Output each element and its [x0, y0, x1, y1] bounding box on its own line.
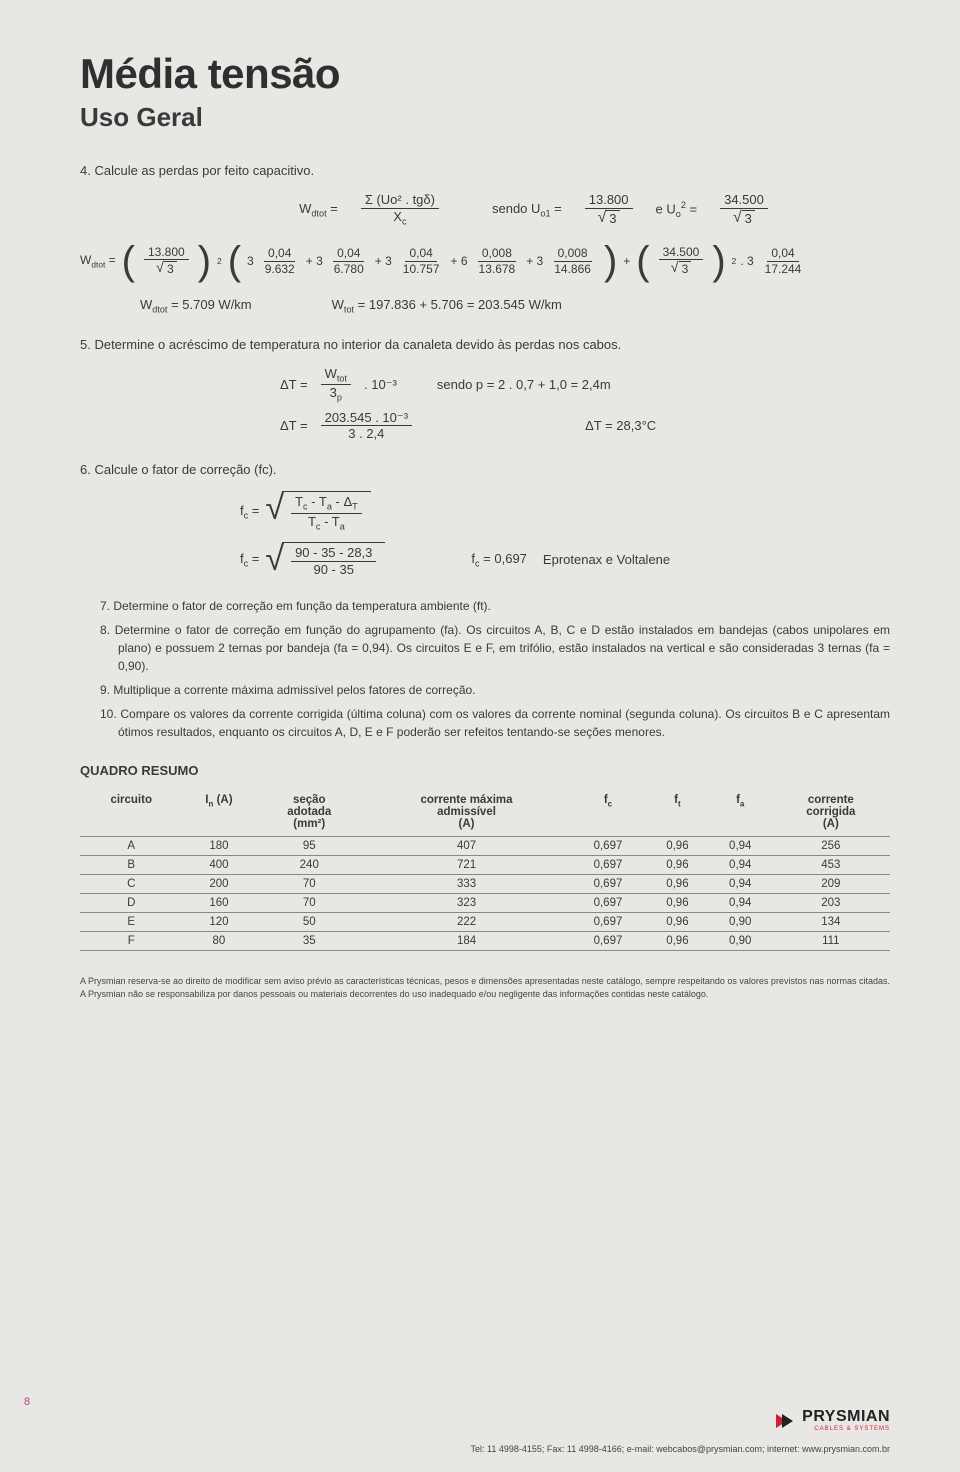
col-ft: ft — [646, 788, 709, 837]
footer-contact: Tel: 11 4998-4155; Fax: 11 4998-4166; e-… — [471, 1444, 891, 1454]
table-row: E120502220,6970,960,90134 — [80, 913, 890, 932]
step5-label: 5. Determine o acréscimo de temperatura … — [80, 337, 890, 352]
col-secao: seçãoadotada(mm²) — [255, 788, 363, 837]
disclaimer: A Prysmian reserva-se ao direito de modi… — [80, 975, 890, 1000]
col-circuito: circuito — [80, 788, 182, 837]
table-row: C200703330,6970,960,94209 — [80, 875, 890, 894]
page-title: Média tensão — [80, 50, 890, 98]
table-row: D160703230,6970,960,94203 — [80, 894, 890, 913]
step5-f1: ΔT = Wtot 3p . 10⁻³ sendo p = 2 . 0,7 + … — [280, 366, 890, 404]
u01-frac: 13.800 3 — [585, 192, 633, 227]
step6-f1: fc = √ Tc - Ta - ΔT Tc - Ta — [240, 491, 890, 532]
wdtot-lhs: Wdtot = — [299, 201, 338, 219]
page: Média tensão Uso Geral 4. Calcule as per… — [0, 0, 960, 1472]
step4-results: Wdtot = 5.709 W/km Wtot = 197.836 + 5.70… — [140, 297, 890, 315]
quadro-resumo-table: circuito In (A) seçãoadotada(mm²) corren… — [80, 788, 890, 951]
step4-expansion: Wdtot = ( 13.800 3 ) 2 ( 3 0,049.632 + 3… — [80, 241, 890, 281]
logo-subtext: CABLES & SYSTEMS — [802, 1426, 890, 1432]
step6-f2: fc = √ 90 - 35 - 28,3 90 - 35 fc = 0,697… — [240, 542, 890, 577]
steps-rest: 7. Determine o fator de correção em funç… — [80, 597, 890, 741]
page-subtitle: Uso Geral — [80, 102, 890, 133]
step8: 8. Determine o fator de correção em funç… — [100, 621, 890, 675]
step7: 7. Determine o fator de correção em funç… — [100, 597, 890, 615]
col-in: In (A) — [182, 788, 255, 837]
table-row: A180954070,6970,960,94256 — [80, 837, 890, 856]
logo-text: PRYSMIAN — [802, 1409, 890, 1425]
sendo-label: sendo Uo1 = — [492, 201, 562, 219]
col-fc: fc — [570, 788, 646, 837]
wdtot-frac: Σ (Uo² . tgδ) Xc — [361, 192, 439, 227]
quadro-title: QUADRO RESUMO — [80, 763, 890, 778]
logo-mark-icon — [776, 1412, 798, 1430]
prysmian-logo: PRYSMIAN CABLES & SYSTEMS — [776, 1409, 890, 1432]
table-row: B4002407210,6970,960,94453 — [80, 856, 890, 875]
u02-frac: 34.500 3 — [720, 192, 768, 227]
col-corrente-corr: correntecorrigida(A) — [772, 788, 890, 837]
step5-f2: ΔT = 203.545 . 10⁻³ 3 . 2,4 ΔT = 28,3°C — [280, 410, 890, 442]
col-fa: fa — [709, 788, 772, 837]
step10: 10. Compare os valores da corrente corri… — [100, 705, 890, 741]
step6-label: 6. Calcule o fator de correção (fc). — [80, 462, 890, 477]
table-header-row: circuito In (A) seçãoadotada(mm²) corren… — [80, 788, 890, 837]
page-number: 8 — [24, 1396, 30, 1408]
step4-label: 4. Calcule as perdas por feito capacitiv… — [80, 163, 890, 178]
step4-main-formula: Wdtot = Σ (Uo² . tgδ) Xc sendo Uo1 = 13.… — [180, 192, 890, 227]
col-corrente-max: corrente máximaadmissível(A) — [363, 788, 570, 837]
e-label: e Uo2 = — [656, 200, 698, 219]
table-row: F80351840,6970,960,90111 — [80, 932, 890, 951]
step9: 9. Multiplique a corrente máxima admissí… — [100, 681, 890, 699]
